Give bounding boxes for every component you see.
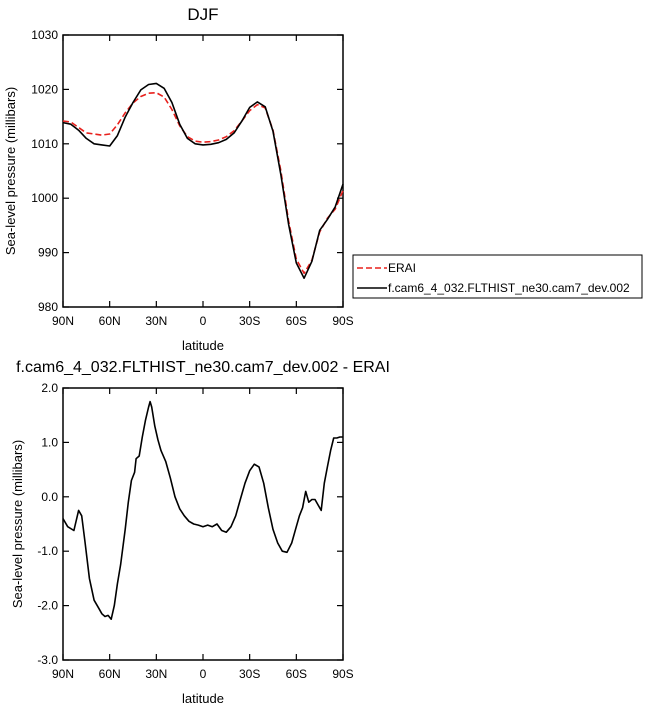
legend-label-model: f.cam6_4_032.FLTHIST_ne30.cam7_dev.002 — [388, 281, 630, 295]
bottom-plot-frame — [62, 387, 344, 661]
top-chart-title: DJF — [187, 5, 218, 24]
bottom-x-tick-label: 60S — [286, 667, 307, 681]
top-x-tick-label: 90S — [332, 314, 353, 328]
top-y-tick-label: 1020 — [31, 82, 58, 96]
bottom-series-lines — [62, 400, 343, 620]
top-x-ticks: 90N 60N 30N 0 30S 60S 90S — [52, 35, 354, 328]
top-x-tick-label: 60S — [286, 314, 307, 328]
legend: ERAI f.cam6_4_032.FLTHIST_ne30.cam7_dev.… — [352, 254, 643, 299]
top-y-tick-label: 990 — [38, 246, 58, 260]
top-x-tick-label: 60N — [99, 314, 121, 328]
bottom-x-tick-label: 60N — [99, 667, 121, 681]
top-y-tick-label: 1030 — [31, 28, 58, 42]
top-x-tick-label: 90N — [52, 314, 74, 328]
bottom-y-tick-label: 1.0 — [41, 435, 58, 449]
top-y-ticks: 980 990 1000 1010 1020 1030 — [31, 28, 343, 314]
legend-box — [352, 254, 643, 299]
bottom-x-tick-label: 90S — [332, 667, 353, 681]
top-series-lines — [62, 82, 344, 279]
bottom-y-axis-label: Sea-level pressure (millibars) — [10, 440, 25, 608]
top-y-axis-label: Sea-level pressure (millibars) — [3, 87, 18, 255]
bottom-y-tick-label: -2.0 — [37, 599, 58, 613]
bottom-series-line-0 — [62, 400, 343, 620]
top-y-tick-label: 1000 — [31, 191, 58, 205]
difference-panel: f.cam6_4_032.FLTHIST_ne30.cam7_dev.002 -… — [10, 359, 390, 706]
bottom-y-tick-label: -1.0 — [37, 544, 58, 558]
bottom-y-tick-label: 0.0 — [41, 490, 58, 504]
top-x-tick-label: 30S — [239, 314, 260, 328]
djf-panel: DJF 980 990 1000 1010 1020 1030 90N 60N 30N 0 30S… — [3, 5, 354, 353]
top-series-line-1 — [62, 82, 344, 279]
bottom-y-tick-label: -3.0 — [37, 653, 58, 667]
bottom-x-tick-label: 30N — [145, 667, 167, 681]
top-series-line-0 — [62, 91, 344, 275]
bottom-x-tick-label: 90N — [52, 667, 74, 681]
bottom-x-axis-label: latitude — [182, 691, 224, 706]
bottom-chart-title: f.cam6_4_032.FLTHIST_ne30.cam7_dev.002 -… — [16, 359, 390, 376]
top-y-tick-label: 980 — [38, 300, 58, 314]
bottom-x-tick-label: 30S — [239, 667, 260, 681]
bottom-y-tick-label: 2.0 — [41, 381, 58, 395]
top-y-tick-label: 1010 — [31, 137, 58, 151]
bottom-y-ticks: -3.0 -2.0 -1.0 0.0 1.0 2.0 — [37, 381, 343, 667]
top-x-axis-label: latitude — [182, 338, 224, 353]
top-x-tick-label: 0 — [200, 314, 207, 328]
bottom-x-ticks: 90N 60N 30N 0 30S 60S 90S — [52, 388, 354, 681]
top-x-tick-label: 30N — [145, 314, 167, 328]
legend-label-erai: ERAI — [388, 261, 416, 275]
bottom-x-tick-label: 0 — [200, 667, 207, 681]
